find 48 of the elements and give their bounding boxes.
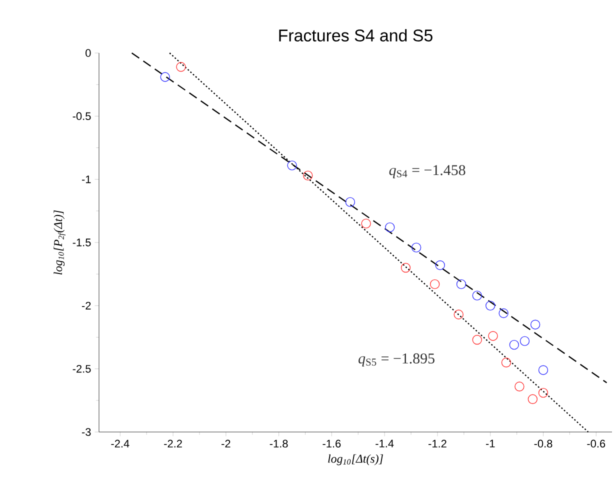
point <box>488 331 498 341</box>
x-axis-title: log$_{10}$[Δt(s)] <box>328 454 383 466</box>
x-tick-label: -1.8 <box>270 440 288 448</box>
point <box>520 336 530 346</box>
annotation: q$_{S4}$ = −1.458 <box>389 165 466 178</box>
y-tick-label: -1.5 <box>72 238 91 246</box>
point <box>345 197 356 207</box>
chart-title: Fractures S4 and S5 <box>279 29 432 42</box>
x-tick-label: -1.6 <box>322 440 341 448</box>
point <box>400 262 411 273</box>
y-tick-label: -0.5 <box>72 112 91 120</box>
point <box>287 160 297 170</box>
point <box>501 358 512 368</box>
y-tick-label: 0 <box>86 49 91 57</box>
point <box>514 382 524 392</box>
x-tick-label: -1.4 <box>376 440 394 448</box>
y-tick-label: -3 <box>82 428 91 436</box>
y-tick-label: -1 <box>82 176 91 184</box>
point <box>176 62 186 72</box>
x-tick-label: -1 <box>486 440 495 448</box>
point <box>530 320 540 330</box>
point <box>498 308 508 318</box>
x-tick-label: -2.4 <box>111 440 130 448</box>
point <box>538 388 548 398</box>
x-tick-label: -1.2 <box>428 440 446 448</box>
y-tick-label: -2 <box>82 302 91 310</box>
point <box>456 279 466 290</box>
y-axis-title: log$_{10}$[P$_{2f}$(Δt)] <box>54 210 66 275</box>
annotation: q$_{S5}$ = −1.895 <box>358 353 434 367</box>
point <box>385 222 395 232</box>
point <box>303 170 313 180</box>
point <box>160 72 170 82</box>
point <box>509 340 520 350</box>
point <box>430 279 440 290</box>
point <box>361 218 371 228</box>
x-tick-label: -2 <box>222 440 230 448</box>
point <box>528 394 538 404</box>
point <box>486 300 496 311</box>
y-tick-label: -2.5 <box>72 364 91 373</box>
point <box>472 334 482 345</box>
point <box>472 290 482 300</box>
point <box>435 260 445 270</box>
x-tick-label: -0.8 <box>534 440 552 448</box>
x-tick-label: -0.6 <box>587 440 606 448</box>
point <box>411 242 422 252</box>
x-tick-label: -2.2 <box>164 440 182 448</box>
point <box>538 365 548 375</box>
point <box>454 310 464 320</box>
